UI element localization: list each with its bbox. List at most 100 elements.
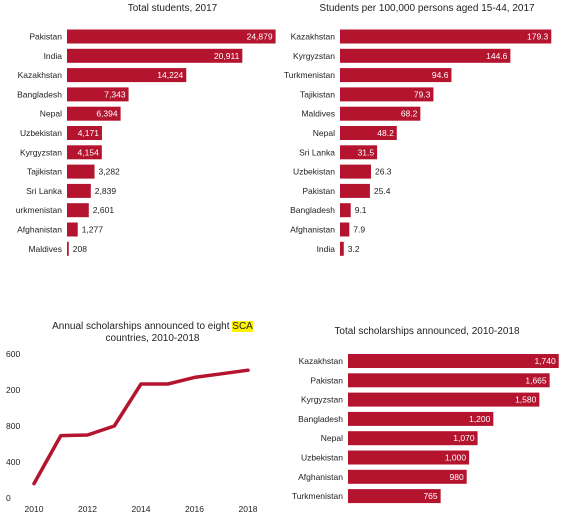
bar <box>340 68 452 83</box>
bar <box>348 373 550 388</box>
chart-title: Students per 100,000 persons aged 15-44,… <box>319 3 535 14</box>
value-label: 980 <box>450 472 464 482</box>
students-per-100k-chart: Kazakhstan 179.3 Kyrgyzstan 144.6 Turkmenist… <box>284 29 552 256</box>
category-label: Nepal <box>40 109 62 119</box>
bar <box>340 164 371 179</box>
category-label: Maldives <box>28 244 62 254</box>
value-label: 1,665 <box>525 375 547 385</box>
category-label: Tajikistan <box>27 167 62 177</box>
x-tick-label: 2010 <box>25 504 44 514</box>
value-label: 2,839 <box>95 186 117 196</box>
x-tick-label: 2012 <box>78 504 97 514</box>
category-label: India <box>317 244 336 254</box>
bar <box>67 183 91 198</box>
value-label: 7.9 <box>353 225 365 235</box>
value-label: 25.4 <box>374 186 391 196</box>
value-label: 6,394 <box>96 109 118 119</box>
value-label: 94.6 <box>432 70 449 80</box>
bar <box>348 431 478 446</box>
category-label: Sri Lanka <box>299 147 335 157</box>
total-scholarships-chart: Kazakhstan 1,740 Pakistan 1,665 Kyrgyzstan 1,… <box>292 354 559 504</box>
x-tick-label: 2016 <box>185 504 204 514</box>
chart-title: Total scholarships announced, 2010-2018 <box>334 326 520 337</box>
category-label: Afghanistan <box>290 225 335 235</box>
value-label: 68.2 <box>401 109 418 119</box>
value-label: 2,601 <box>93 205 115 215</box>
category-label: Tajikistan <box>300 89 335 99</box>
total-students-chart: Pakistan 24,879 India 20,911 Kazakhstan 14,22… <box>16 29 276 256</box>
value-label: 20,911 <box>214 51 240 61</box>
chart-title-part: countries, 2010-2018 <box>105 333 200 344</box>
total-students-panel: Total students, 2017 Pakistan 24,879 India… <box>0 0 285 265</box>
bar <box>340 87 434 102</box>
annual-scholarships-panel: Annual scholarships announced to eight S… <box>0 318 285 515</box>
value-label: 3,282 <box>99 167 121 177</box>
category-label: Pakistan <box>302 186 335 196</box>
category-label: Bangladesh <box>17 89 62 99</box>
category-label: Turkmenistan <box>284 70 335 80</box>
category-label: Turkmenistan <box>292 491 343 501</box>
bar <box>67 29 276 44</box>
bar <box>67 106 121 121</box>
category-label: Kyrgyzstan <box>301 395 343 405</box>
bar <box>67 145 102 160</box>
x-tick-label: 2014 <box>132 504 151 514</box>
series-line <box>32 368 250 486</box>
value-label: 3.2 <box>348 244 360 254</box>
bar <box>340 106 421 121</box>
bar <box>340 222 350 237</box>
category-label: Uzbekistan <box>20 128 62 138</box>
y-tick-label: 400 <box>6 457 20 467</box>
value-label: 24,879 <box>247 32 273 42</box>
value-label: 4,154 <box>78 147 100 157</box>
bar <box>340 241 344 256</box>
value-label: 1,277 <box>82 225 104 235</box>
category-label: Pakistan <box>29 32 62 42</box>
total-scholarships-panel: Total scholarships announced, 2010-2018 … <box>285 318 569 515</box>
value-label: 1,070 <box>453 433 475 443</box>
bar <box>348 489 441 504</box>
bar <box>340 183 370 198</box>
value-label: 26.3 <box>375 167 392 177</box>
bar <box>340 145 378 160</box>
value-label: 9.1 <box>355 205 367 215</box>
bar <box>67 68 187 83</box>
value-label: 144.6 <box>486 51 508 61</box>
value-label: 79.3 <box>414 89 431 99</box>
bar <box>67 126 102 140</box>
category-label: Afghanistan <box>298 472 343 482</box>
y-tick-label: 800 <box>6 421 20 431</box>
category-label: India <box>44 51 63 61</box>
chart-title: Annual scholarships announced to eight S… <box>20 321 285 345</box>
category-label: Uzbekistan <box>293 167 335 177</box>
bar <box>348 411 494 426</box>
value-label: 7,343 <box>104 89 126 99</box>
category-label: Kazakhstan <box>299 356 344 366</box>
y-tick-label: 600 <box>6 349 20 359</box>
bar <box>348 450 470 465</box>
bar <box>348 469 467 484</box>
value-label: 14,224 <box>157 70 183 80</box>
value-label: 1,580 <box>515 395 537 405</box>
bar <box>67 48 243 63</box>
bar <box>340 29 552 44</box>
bar <box>340 126 397 140</box>
category-label: Pakistan <box>310 375 343 385</box>
bar <box>340 203 351 218</box>
category-label: Afghanistan <box>17 225 62 235</box>
bar <box>340 48 511 63</box>
students-per-100k-panel: Students per 100,000 persons aged 15-44,… <box>284 0 569 265</box>
annual-scholarships-chart: 0 400 800 200 600 2010 2012 2014 2016 2018 <box>6 349 258 514</box>
bar <box>67 222 78 237</box>
category-label: Kazakhstan <box>18 70 63 80</box>
category-label: Uzbekistan <box>301 453 343 463</box>
bar <box>67 241 69 256</box>
category-label: Nepal <box>321 433 343 443</box>
y-tick-label: 0 <box>6 493 11 503</box>
category-label: Bangladesh <box>290 205 335 215</box>
value-label: 765 <box>423 491 437 501</box>
chart-title-highlight: SCA <box>232 321 253 332</box>
value-label: 1,000 <box>445 453 467 463</box>
bar <box>67 203 89 218</box>
category-label: Kyrgyzstan <box>293 51 335 61</box>
